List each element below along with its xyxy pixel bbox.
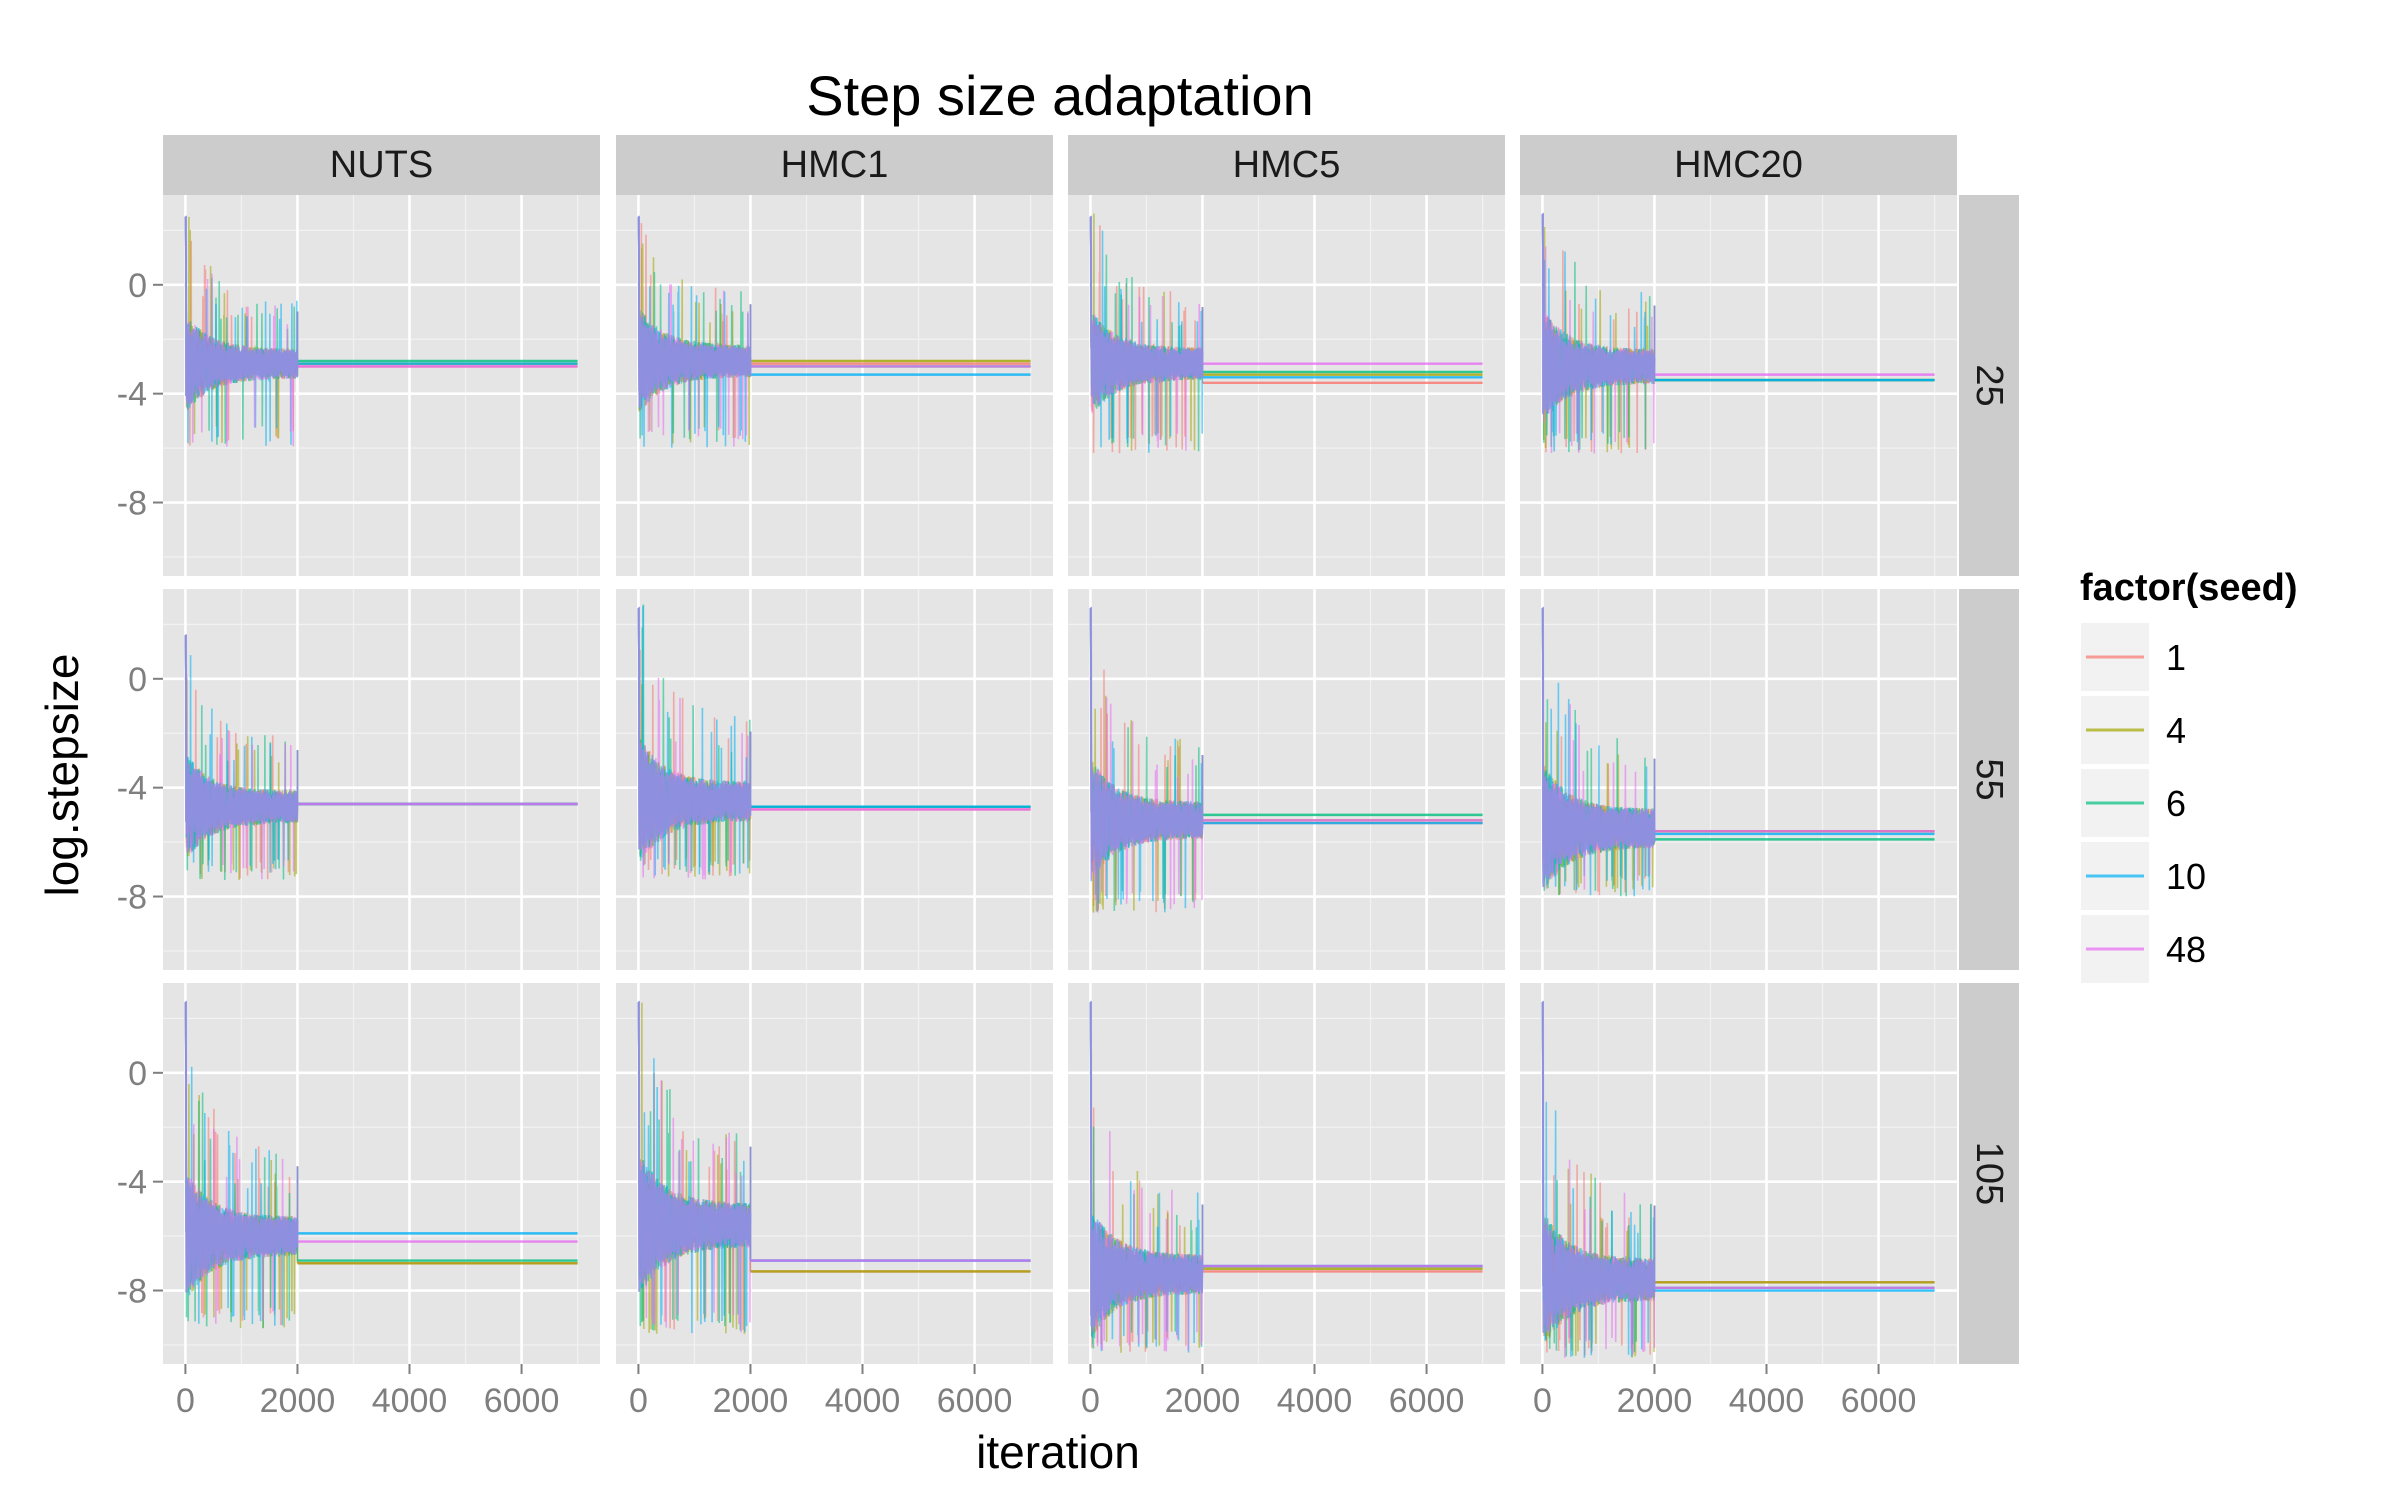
column-strip-label: HMC20: [1674, 144, 1803, 186]
series-overlap-trace: [184, 634, 299, 849]
x-tick-label: 2000: [1617, 1382, 1693, 1420]
y-tick-label: -8: [117, 879, 147, 917]
legend: factor(seed) 1 4 6 10 48: [2079, 567, 2298, 985]
panel-background: [1068, 195, 1505, 576]
panel-background: [1068, 983, 1505, 1364]
y-tick-label: -4: [117, 770, 147, 808]
series-traces: [637, 1000, 1031, 1335]
series-traces: [1541, 1000, 1935, 1358]
panel: [1068, 195, 1505, 576]
x-tick-label: 4000: [825, 1382, 901, 1420]
panel: [163, 195, 600, 576]
x-tick-label: 4000: [1277, 1382, 1353, 1420]
facet-panels: NUTS HMC1 HMC5 HMC20 25 55 105 0 -4 -8 0 -4 -8 0 -4 -8 0…: [117, 135, 2019, 1420]
row-strip: [1959, 195, 2019, 576]
y-axis-title: log.stepsize: [36, 654, 88, 897]
panel: [616, 983, 1053, 1364]
column-strip: [1520, 135, 1957, 195]
x-tick-label: 6000: [1841, 1382, 1917, 1420]
legend-label: 4: [2166, 710, 2186, 751]
column-strip: [163, 135, 600, 195]
series-traces: [184, 1000, 578, 1329]
series-overlap-trace: [184, 215, 299, 403]
column-strip-label: HMC1: [781, 144, 889, 186]
y-tick-label: 0: [128, 661, 147, 699]
x-tick-label: 0: [176, 1382, 195, 1420]
y-tick-label: 0: [128, 1055, 147, 1093]
series-overlap-trace: [1089, 215, 1204, 404]
x-tick-label: 4000: [372, 1382, 448, 1420]
series-traces: [184, 634, 578, 881]
row-strip: [1959, 589, 2019, 970]
row-strip-label: 25: [1968, 364, 2010, 406]
x-tick-label: 2000: [1165, 1382, 1241, 1420]
panel-background: [1520, 589, 1957, 970]
panel: [1520, 983, 1957, 1364]
row-strip: [1959, 983, 2019, 1364]
column-strip-label: NUTS: [330, 144, 433, 186]
series-traces: [637, 604, 1031, 880]
panel: [163, 983, 600, 1364]
series-overlap-trace: [1541, 606, 1656, 888]
row-strip-label: 105: [1968, 1142, 2010, 1205]
y-tick-label: -8: [117, 1273, 147, 1311]
panel: [1520, 195, 1957, 576]
panel: [1068, 983, 1505, 1364]
series-overlap-trace: [1089, 606, 1204, 862]
series-overlap-trace: [1089, 1000, 1204, 1328]
panel-background: [163, 195, 600, 576]
x-tick-label: 2000: [260, 1382, 336, 1420]
x-tick-label: 2000: [713, 1382, 789, 1420]
column-strip-label: HMC5: [1233, 144, 1341, 186]
series-overlap-trace: [637, 606, 752, 850]
series-overlap-trace: [1541, 1000, 1656, 1333]
series-overlap-trace: [184, 1000, 299, 1293]
row-strip-label: 55: [1968, 758, 2010, 800]
series-traces: [1541, 212, 1935, 454]
series-traces: [637, 215, 1031, 448]
x-tick-label: 4000: [1729, 1382, 1805, 1420]
panel: [1068, 589, 1505, 970]
panel: [616, 589, 1053, 970]
y-tick-label: -8: [117, 485, 147, 523]
x-tick-label: 6000: [1389, 1382, 1465, 1420]
x-tick-label: 0: [629, 1382, 648, 1420]
series-overlap-trace: [1541, 212, 1656, 415]
series-traces: [184, 215, 578, 447]
legend-title: factor(seed): [2080, 567, 2298, 609]
legend-label: 48: [2166, 929, 2206, 970]
series-traces: [1541, 606, 1935, 897]
series-overlap-trace: [637, 1000, 752, 1292]
series-overlap-trace: [637, 215, 752, 408]
y-tick-label: -4: [117, 1164, 147, 1202]
panel-background: [616, 195, 1053, 576]
series-traces: [1089, 606, 1483, 913]
x-tick-label: 6000: [937, 1382, 1013, 1420]
panel: [163, 589, 600, 970]
panel-background: [1068, 589, 1505, 970]
x-axis-title: iteration: [976, 1426, 1140, 1478]
column-strip: [1068, 135, 1505, 195]
series-traces: [1089, 1000, 1483, 1353]
chart-title: Step size adaptation: [806, 64, 1313, 127]
y-tick-label: -4: [117, 376, 147, 414]
x-tick-label: 0: [1081, 1382, 1100, 1420]
legend-label: 1: [2166, 637, 2186, 678]
column-strip: [616, 135, 1053, 195]
legend-label: 10: [2166, 856, 2206, 897]
x-tick-label: 0: [1533, 1382, 1552, 1420]
x-tick-label: 6000: [484, 1382, 560, 1420]
y-tick-label: 0: [128, 267, 147, 305]
panel: [1520, 589, 1957, 970]
series-traces: [1089, 213, 1483, 454]
panel: [616, 195, 1053, 576]
legend-label: 6: [2166, 783, 2186, 824]
